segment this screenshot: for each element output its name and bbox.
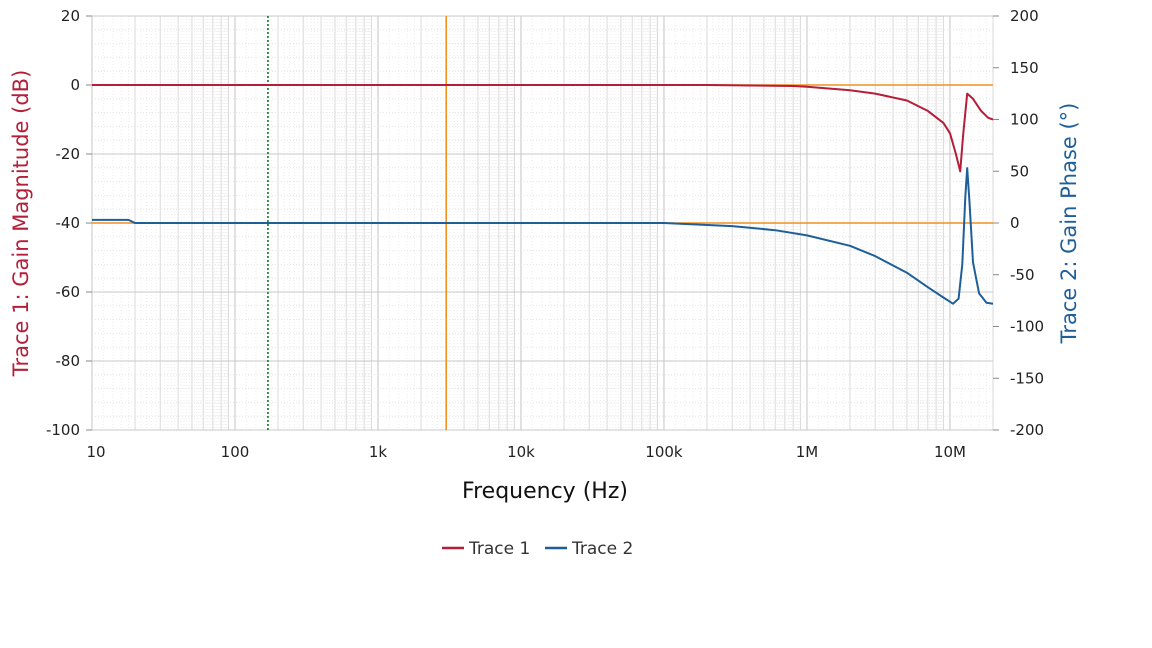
- x-tick-labels: 10 100 1k 10k 100k 1M 10M: [86, 443, 966, 461]
- left-y-tick-label: -80: [56, 352, 81, 370]
- traces: [92, 84, 994, 305]
- legend-item-trace-2[interactable]: Trace 2: [545, 539, 633, 559]
- right-y-tick-label: -150: [1010, 369, 1044, 387]
- right-y-tick-label: 50: [1010, 162, 1029, 180]
- left-y-tick-label: -40: [56, 214, 81, 232]
- x-axis-label: Frequency (Hz): [462, 479, 628, 504]
- left-y-tick-labels: 20 0 -20 -40 -60 -80 -100: [46, 7, 92, 439]
- x-tick-label: 100: [221, 443, 250, 461]
- right-y-tick-label: 150: [1010, 59, 1039, 77]
- left-y-tick-label: 0: [70, 76, 80, 94]
- right-y-tick-label: 0: [1010, 214, 1020, 232]
- x-tick-label: 1M: [796, 443, 819, 461]
- right-y-tick-labels: 200 150 100 50 0 -50 -100 -150 -200: [993, 7, 1044, 439]
- trace-2-line: [92, 167, 994, 305]
- legend-label-trace-1: Trace 1: [468, 539, 530, 559]
- right-y-tick-label: 200: [1010, 7, 1039, 25]
- right-y-tick-label: -100: [1010, 318, 1044, 336]
- x-tick-label: 1k: [369, 443, 388, 461]
- right-y-tick-label: -200: [1010, 421, 1044, 439]
- left-y-tick-label: 20: [61, 7, 80, 25]
- trace-1-line: [92, 84, 994, 173]
- right-y-tick-label: -50: [1010, 266, 1035, 284]
- legend: Trace 1 Trace 2: [442, 539, 633, 559]
- x-tick-label: 10M: [934, 443, 966, 461]
- legend-item-trace-1[interactable]: Trace 1: [442, 539, 530, 559]
- x-tick-label: 10k: [507, 443, 535, 461]
- left-y-tick-label: -100: [46, 421, 80, 439]
- right-y-axis-label: Trace 2: Gain Phase (°): [1057, 103, 1081, 345]
- left-y-tick-label: -60: [56, 283, 81, 301]
- legend-label-trace-2: Trace 2: [571, 539, 633, 559]
- x-tick-label: 10: [86, 443, 105, 461]
- left-y-axis-label: Trace 1: Gain Magnitude (dB): [9, 70, 33, 378]
- x-tick-label: 100k: [645, 443, 683, 461]
- left-y-tick-label: -20: [56, 145, 81, 163]
- right-y-tick-label: 100: [1010, 111, 1039, 129]
